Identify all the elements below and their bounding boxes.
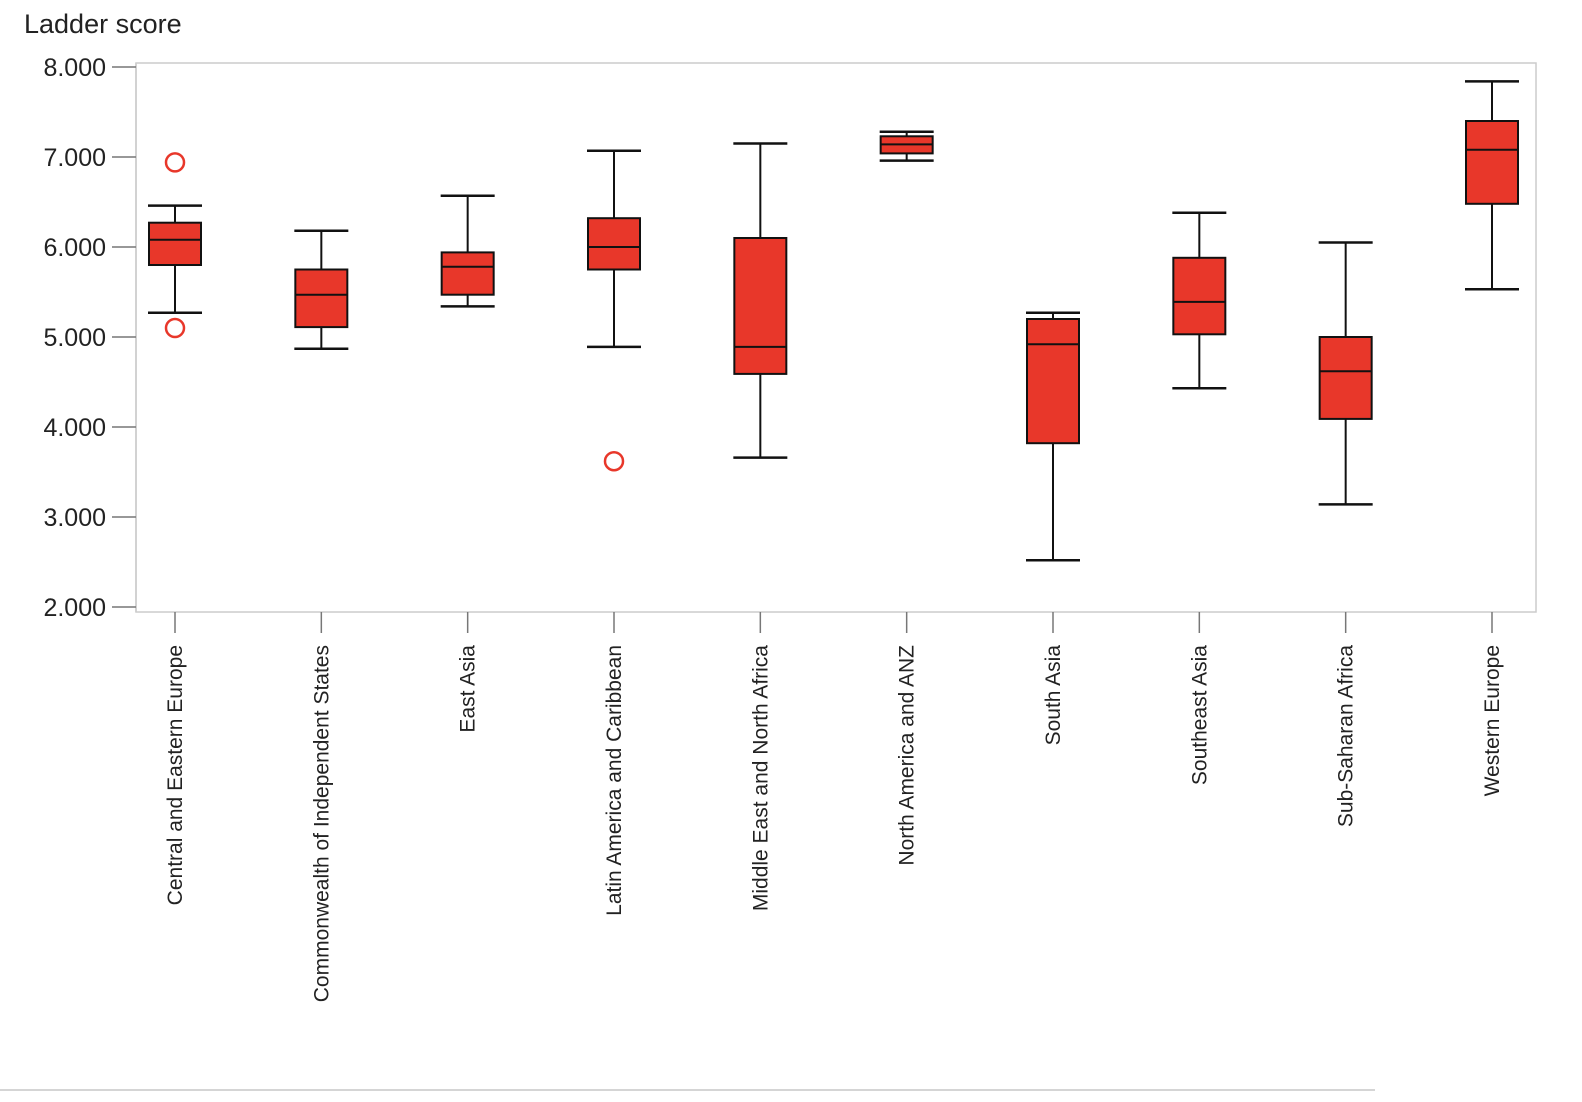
x-tick-label: Western Europe [1481,645,1504,796]
box-9 [1465,80,1519,291]
y-tick-label: 5.000 [43,324,106,352]
box-5 [879,130,934,162]
iqr-box [587,217,641,271]
iqr-box [440,251,495,296]
box-1 [294,229,349,350]
y-axis-label: Ladder score [24,9,182,39]
outlier-point [164,317,186,339]
iqr-box [1318,336,1373,420]
x-tick-label: East Asia [457,645,480,733]
box-series [148,80,1519,562]
box-0 [148,152,202,339]
box-4 [733,142,788,459]
box-8 [1318,241,1373,506]
box-3 [587,149,641,472]
iqr-box [733,237,788,375]
y-tick-label: 6.000 [43,234,106,262]
x-tick-label: Southeast Asia [1188,645,1211,785]
y-axis: 2.000 3.000 4.000 5.000 6.000 7.000 8.000 [43,54,137,622]
x-tick-label: Sub-Saharan Africa [1335,645,1358,827]
x-tick-label: North America and ANZ [896,645,919,866]
iqr-box [1465,120,1519,205]
x-tick-label: South Asia [1042,645,1065,746]
x-tick-label: Central and Eastern Europe [164,645,187,905]
y-tick-label: 4.000 [43,414,106,442]
iqr-box [1026,318,1080,445]
y-tick-label: 2.000 [43,594,106,622]
iqr-box [294,268,349,329]
x-axis: Central and Eastern Europe Commonwealth o… [164,612,1504,1002]
outlier-point [164,152,186,173]
box-2 [440,194,495,308]
y-tick-label: 8.000 [43,54,106,82]
x-tick-label: Middle East and North Africa [749,645,772,911]
box-6 [1026,311,1080,562]
y-tick-label: 7.000 [43,144,106,172]
box-7 [1172,211,1227,390]
iqr-box [1172,256,1227,336]
x-tick-label: Commonwealth of Independent States [310,645,333,1002]
x-tick-label: Latin America and Caribbean [603,645,626,916]
iqr-box [148,221,202,266]
y-tick-label: 3.000 [43,504,106,532]
outlier-point [603,450,625,472]
